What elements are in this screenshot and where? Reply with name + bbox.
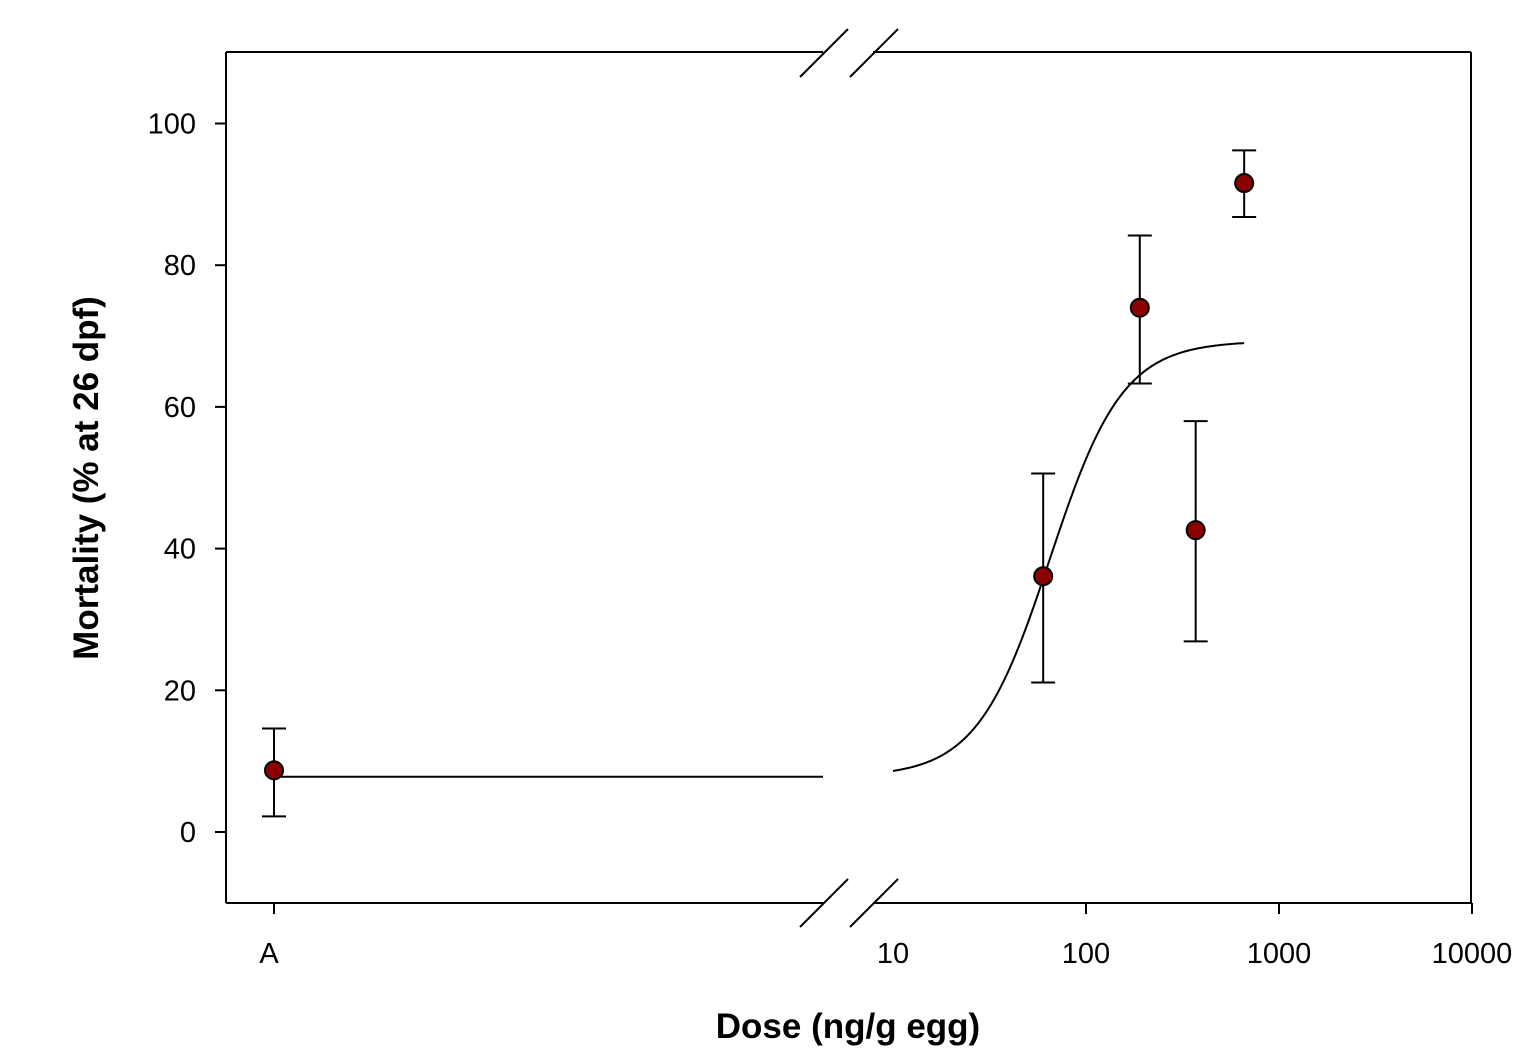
x-tick-label: 100 xyxy=(1062,938,1110,970)
point-marker xyxy=(1129,297,1150,318)
point-marker xyxy=(1234,173,1255,194)
y-tick-label: 100 xyxy=(148,109,196,141)
x-tick-label: 10000 xyxy=(1432,938,1513,970)
data-point xyxy=(1127,234,1152,385)
y-tick-label: 20 xyxy=(164,675,196,707)
axis-break-top xyxy=(799,28,899,78)
data-point xyxy=(1031,472,1056,684)
data-point xyxy=(1232,149,1257,219)
y-axis-title: Mortality (% at 26 dpf) xyxy=(67,296,106,660)
x-tick-label: 10 xyxy=(877,938,909,970)
data-points xyxy=(262,149,1257,818)
point-marker xyxy=(1185,520,1206,541)
plot-frame xyxy=(225,51,1472,904)
x-tick-label: 1000 xyxy=(1247,938,1312,970)
y-tick-label: 80 xyxy=(164,250,196,282)
axis-break-bottom xyxy=(799,878,899,928)
data-point xyxy=(1183,420,1208,643)
y-tick-label: 60 xyxy=(164,392,196,424)
y-tick-label: 0 xyxy=(180,817,196,849)
x-tick-label: A xyxy=(259,938,279,970)
point-marker xyxy=(264,760,284,781)
fit-curve-sigmoid xyxy=(892,342,1245,772)
point-marker xyxy=(1033,566,1054,587)
y-tick-label: 40 xyxy=(164,534,196,566)
x-axis-title: Dose (ng/g egg) xyxy=(716,1007,980,1046)
x-axis-ticks: A 10 100 1000 10000 xyxy=(259,903,1512,970)
data-point xyxy=(262,727,286,818)
y-axis-ticks: 0 20 40 60 80 100 xyxy=(148,109,226,849)
